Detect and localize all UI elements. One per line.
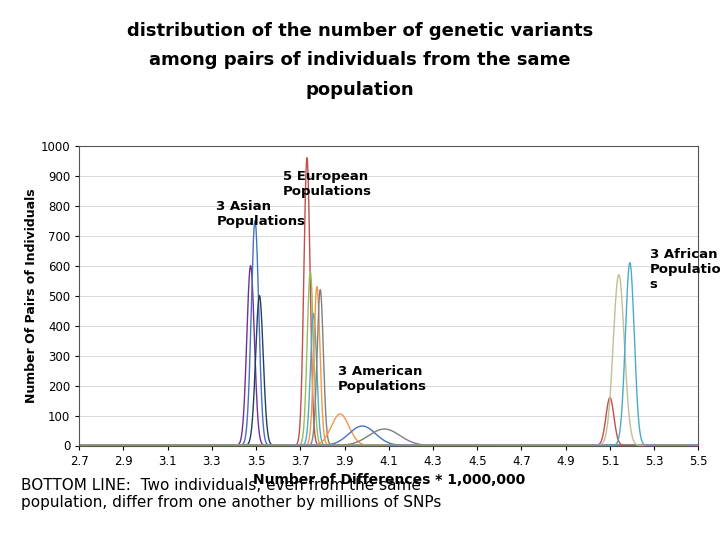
Text: 3 Asian
Populations: 3 Asian Populations — [216, 200, 305, 228]
Text: distribution of the number of genetic variants: distribution of the number of genetic va… — [127, 22, 593, 39]
Text: population: population — [306, 81, 414, 99]
Text: 3 American
Populations: 3 American Populations — [338, 364, 427, 393]
X-axis label: Number of Differences * 1,000,000: Number of Differences * 1,000,000 — [253, 473, 525, 487]
Y-axis label: Number Of Pairs of Individuals: Number Of Pairs of Individuals — [24, 188, 37, 403]
Text: BOTTOM LINE:  Two individuals, even from the same
population, differ from one an: BOTTOM LINE: Two individuals, even from … — [22, 478, 441, 510]
Text: 5 European
Populations: 5 European Populations — [283, 170, 372, 198]
Text: among pairs of individuals from the same: among pairs of individuals from the same — [149, 51, 571, 69]
Text: 3 African
Population
s: 3 African Population s — [649, 248, 720, 291]
